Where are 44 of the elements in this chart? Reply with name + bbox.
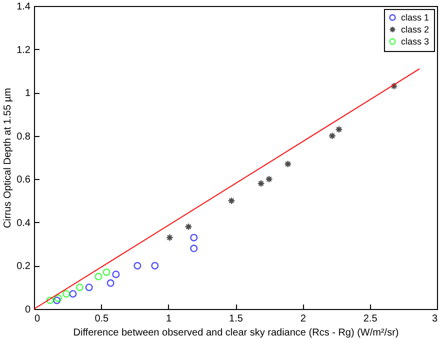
point bbox=[151, 262, 159, 270]
point bbox=[94, 272, 102, 280]
legend-label: class 1 bbox=[401, 12, 430, 22]
y-tick-label: 0.8 bbox=[16, 131, 31, 142]
x-tick-label: 1 bbox=[166, 314, 172, 324]
x-axis-title: Difference between observed and clear sky radiance (Rcs - Rg) (W/m²/sr) bbox=[73, 328, 399, 338]
legend-label: class 2 bbox=[401, 24, 430, 34]
point bbox=[134, 262, 142, 270]
x-tick-label: 1.5 bbox=[229, 314, 244, 324]
y-tick-label: 0.6 bbox=[16, 174, 31, 186]
x-tick-label: 2.5 bbox=[363, 314, 378, 324]
x-tick-label: 3 bbox=[432, 314, 438, 324]
point bbox=[265, 175, 273, 183]
y-tick-label: 0.4 bbox=[16, 218, 31, 229]
x-tick-label: 0.5 bbox=[94, 314, 110, 324]
point bbox=[106, 279, 114, 287]
y-tick-label: 1 bbox=[24, 88, 31, 100]
point bbox=[228, 197, 236, 205]
point bbox=[69, 290, 77, 298]
point bbox=[190, 244, 198, 252]
point bbox=[112, 270, 120, 278]
point bbox=[184, 222, 192, 231]
point bbox=[54, 294, 62, 302]
point bbox=[390, 82, 398, 90]
point bbox=[257, 180, 265, 188]
point bbox=[335, 126, 343, 134]
x-tick-label: 0 bbox=[34, 314, 40, 324]
point bbox=[53, 296, 61, 304]
point bbox=[85, 284, 93, 292]
point bbox=[62, 290, 70, 298]
y-tick-label: 0.2 bbox=[16, 261, 31, 272]
y-tick-label: 0 bbox=[24, 304, 31, 316]
point bbox=[328, 132, 336, 140]
point bbox=[46, 296, 54, 304]
point bbox=[190, 234, 198, 242]
y-axis-title: Cirrus Optical Depth at 1.55 µm bbox=[2, 88, 14, 228]
y-tick-label: 1.4 bbox=[16, 2, 31, 12]
point bbox=[284, 160, 292, 168]
x-tick-label: 2 bbox=[300, 314, 306, 324]
y-tick-label: 1.2 bbox=[16, 44, 31, 56]
point bbox=[166, 234, 174, 242]
point bbox=[102, 268, 110, 276]
legend-label: class 3 bbox=[401, 36, 430, 46]
point bbox=[76, 284, 84, 292]
